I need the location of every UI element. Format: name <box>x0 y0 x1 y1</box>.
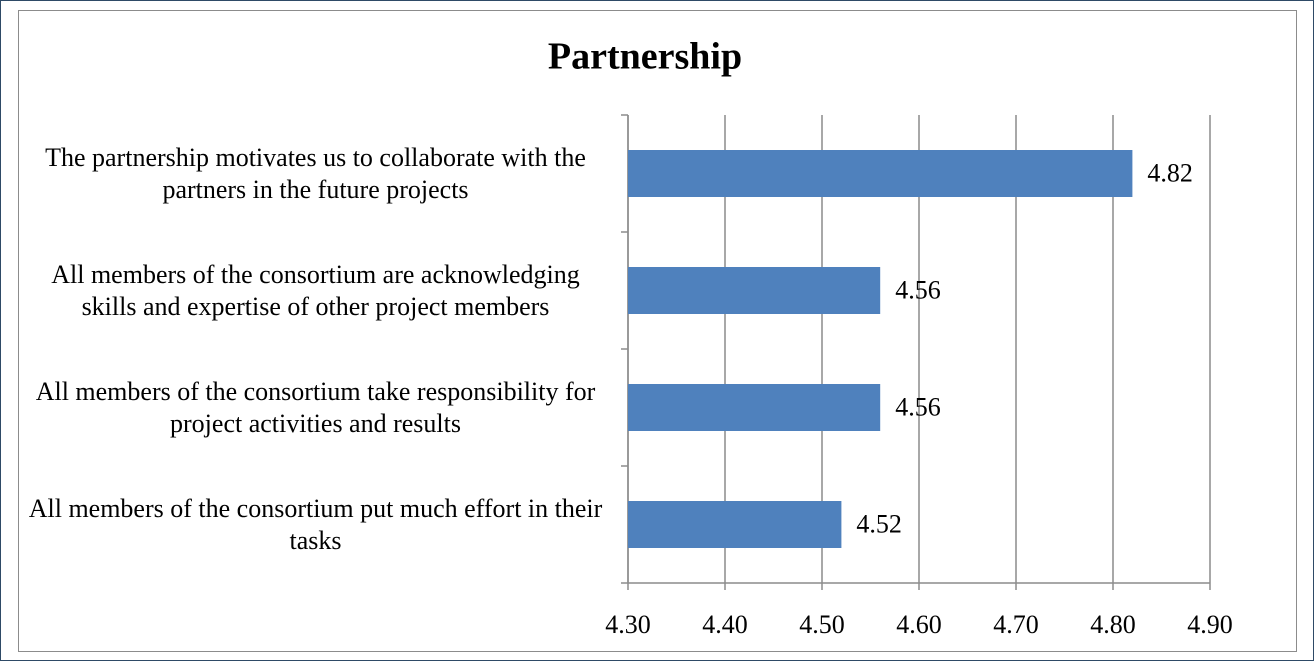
x-tick-label: 4.60 <box>896 610 942 639</box>
x-tick-label: 4.70 <box>993 610 1039 639</box>
bar <box>628 501 842 548</box>
value-label: 4.82 <box>1147 158 1193 187</box>
bar <box>628 384 881 431</box>
value-label: 4.56 <box>895 275 941 304</box>
y-tick-label: The partnership motivates us to collabor… <box>45 142 586 204</box>
y-tick-label: All members of the consortium are acknow… <box>51 259 580 321</box>
chart-title: Partnership <box>548 36 742 78</box>
x-tick-label: 4.50 <box>799 610 845 639</box>
x-tick-label: 4.30 <box>605 610 651 639</box>
chart-frame <box>18 10 1297 652</box>
x-tick-label: 4.90 <box>1187 610 1233 639</box>
value-label: 4.56 <box>895 392 941 421</box>
y-tick-label: All members of the consortium put much e… <box>28 493 603 555</box>
bar <box>628 267 881 314</box>
x-tick-label: 4.80 <box>1090 610 1136 639</box>
y-tick-label: All members of the consortium take respo… <box>35 376 596 438</box>
x-tick-label: 4.40 <box>702 610 748 639</box>
bar <box>628 150 1133 197</box>
value-label: 4.52 <box>856 509 902 538</box>
